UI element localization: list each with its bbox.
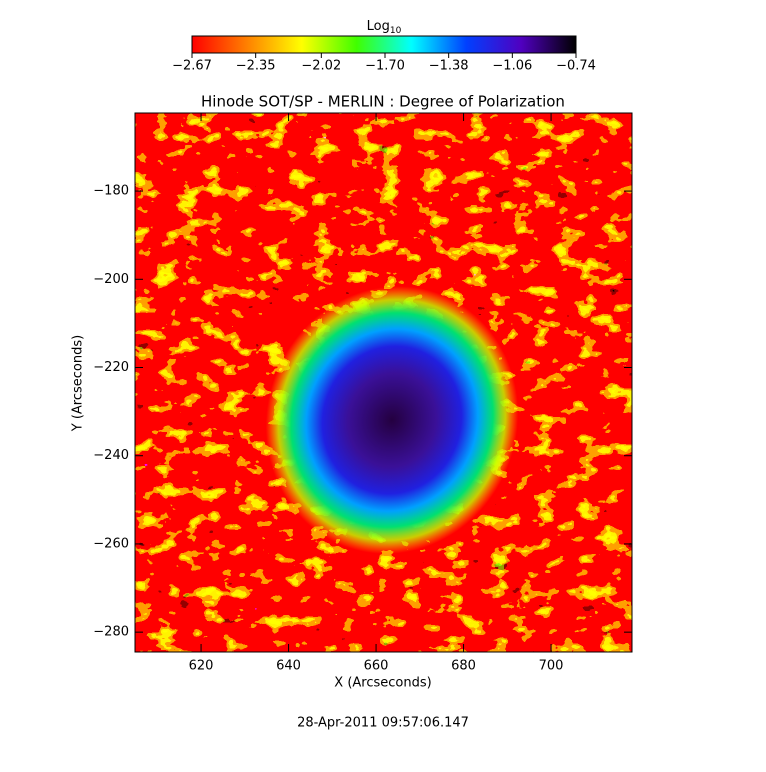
x-tick-label: 640 xyxy=(276,659,301,674)
colorbar-label: Log10 xyxy=(367,19,402,36)
plot-frame xyxy=(134,112,633,653)
timestamp: 28-Apr-2011 09:57:06.147 xyxy=(297,716,469,731)
colorbar-tick-label: −2.02 xyxy=(301,59,341,74)
chart-title: Hinode SOT/SP - MERLIN : Degree of Polar… xyxy=(201,93,565,111)
colorbar-tick-label: −2.67 xyxy=(172,59,212,74)
colorbar-tick-label: −1.38 xyxy=(429,59,469,74)
x-tick-label: 620 xyxy=(189,659,214,674)
polarization-map xyxy=(135,113,632,652)
colorbar-label-text: Log xyxy=(367,19,390,34)
x-axis-label: X (Arcseconds) xyxy=(334,676,431,691)
sunspot xyxy=(265,286,519,554)
y-tick-label: −260 xyxy=(93,536,129,551)
y-tick-label: −280 xyxy=(93,625,129,640)
x-tick-label: 700 xyxy=(539,659,564,674)
colorbar-tick-label: −2.35 xyxy=(236,59,276,74)
y-tick-label: −240 xyxy=(93,448,129,463)
colorbar-label-subscript: 10 xyxy=(390,26,402,36)
colorbar-tick-label: −1.06 xyxy=(492,59,532,74)
colorbar-tick-label: −0.74 xyxy=(556,59,596,74)
x-tick-label: 660 xyxy=(364,659,389,674)
y-tick-label: −220 xyxy=(93,360,129,375)
colorbar xyxy=(191,35,577,54)
colorbar-tick-label: −1.70 xyxy=(365,59,405,74)
y-axis-label: Y (Arcseconds) xyxy=(71,335,86,432)
x-tick-label: 680 xyxy=(451,659,476,674)
y-tick-label: −180 xyxy=(93,184,129,199)
y-tick-label: −200 xyxy=(93,272,129,287)
